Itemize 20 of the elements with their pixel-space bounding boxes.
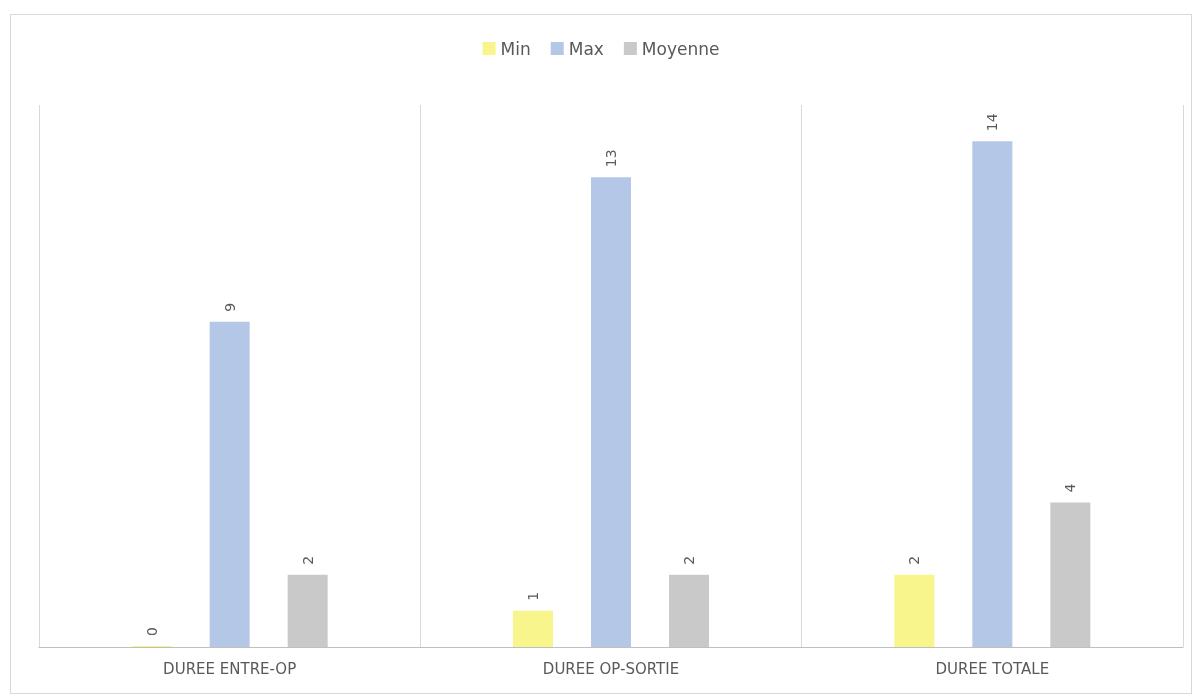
data-label: 9 [221, 302, 238, 312]
legend-label: Min [500, 38, 531, 59]
bar [591, 177, 631, 647]
legend-label: Moyenne [641, 38, 720, 59]
data-label: 1 [525, 591, 541, 601]
bar [894, 574, 935, 647]
data-label: 2 [681, 555, 697, 565]
bar [209, 321, 250, 647]
data-label: 0 [143, 627, 160, 636]
bar [513, 610, 553, 647]
x-tick-label: DUREE TOTALE [935, 659, 1050, 678]
data-label: 13 [603, 149, 619, 168]
x-tick-label: DUREE ENTRE-OP [163, 659, 297, 678]
data-label: 4 [1062, 483, 1079, 493]
data-label: 2 [299, 555, 316, 565]
data-label: 14 [984, 113, 1001, 132]
bar [972, 141, 1013, 647]
x-tick-label: DUREE OP-SORTIE [542, 659, 680, 678]
data-label: 2 [906, 555, 923, 565]
legend-label: Max [568, 38, 604, 59]
